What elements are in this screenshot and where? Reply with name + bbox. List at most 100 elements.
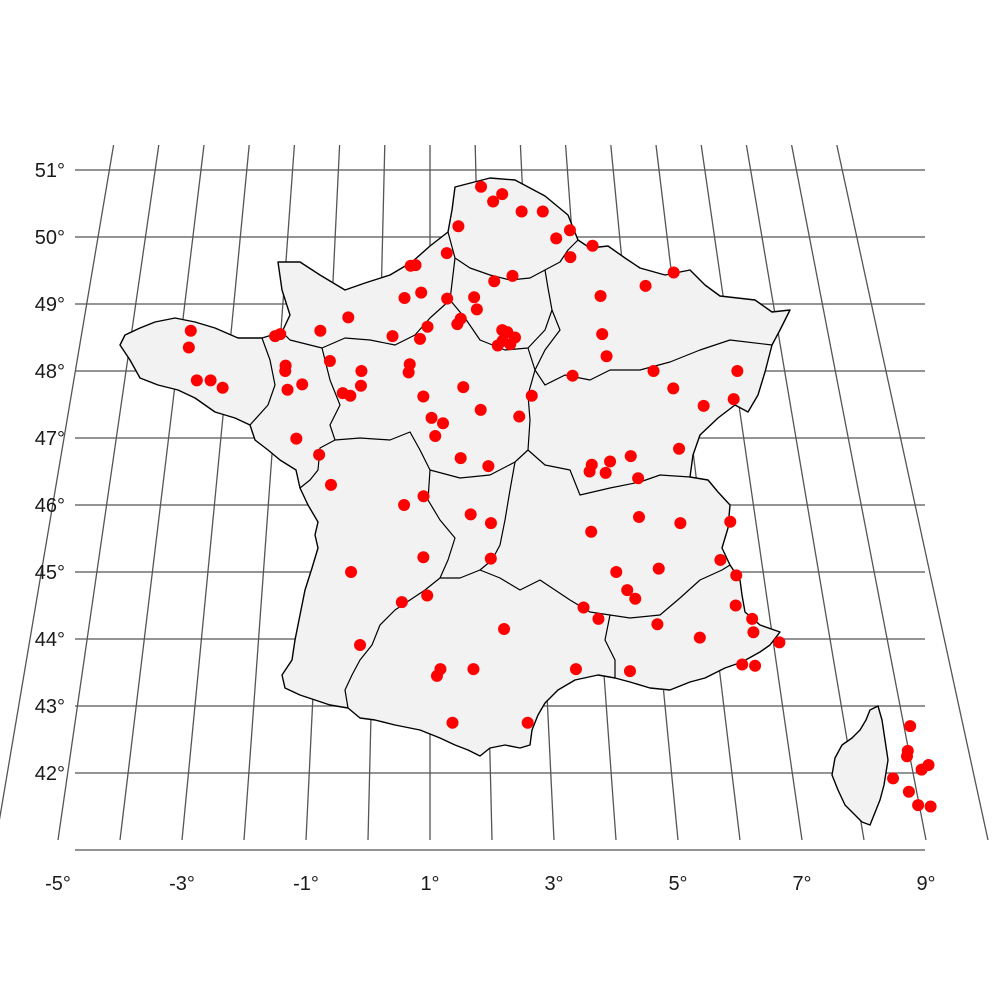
location-point xyxy=(313,448,326,461)
location-point xyxy=(651,618,664,631)
location-point xyxy=(564,251,577,264)
corsica-outline xyxy=(831,705,889,826)
location-point xyxy=(464,508,477,521)
location-point xyxy=(693,631,706,644)
meridian-line xyxy=(181,144,250,841)
lon-tick-label: 5° xyxy=(668,873,687,895)
location-point xyxy=(525,389,538,402)
location-point xyxy=(488,275,501,288)
location-point xyxy=(633,511,646,524)
location-point xyxy=(521,716,534,729)
region-border-occitanie xyxy=(440,569,616,678)
location-point xyxy=(484,552,497,565)
location-point xyxy=(610,566,623,578)
location-point xyxy=(421,320,434,333)
location-point xyxy=(536,205,549,218)
location-point xyxy=(474,403,487,416)
location-point xyxy=(475,180,488,193)
location-point xyxy=(749,659,762,672)
location-point xyxy=(727,393,740,406)
location-point xyxy=(184,324,197,337)
location-point xyxy=(924,800,937,813)
location-point xyxy=(569,663,582,676)
location-point xyxy=(513,410,526,423)
location-point xyxy=(647,365,660,377)
lat-tick-label: 46° xyxy=(35,495,65,517)
location-point xyxy=(441,292,454,305)
location-point xyxy=(596,328,609,341)
location-point xyxy=(736,658,749,671)
lat-tick-label: 42° xyxy=(35,763,65,785)
location-point xyxy=(279,365,292,377)
location-point xyxy=(354,379,367,392)
location-point xyxy=(454,452,467,465)
location-point xyxy=(674,517,687,530)
location-point xyxy=(592,612,605,625)
location-point xyxy=(314,324,327,337)
location-point xyxy=(498,622,511,635)
location-point xyxy=(550,232,563,245)
axis-labels: -5° -3° -1° 1° 3° 5° 7° 9° 42° 43° 44° 45° 46° 47° 48°… xyxy=(35,160,936,895)
meridian-line xyxy=(745,144,865,841)
location-point xyxy=(190,374,203,387)
mainland-france-outline xyxy=(119,177,791,757)
location-point xyxy=(773,636,786,649)
location-point xyxy=(484,517,497,530)
location-point xyxy=(290,432,303,445)
meridian-line xyxy=(243,144,296,841)
lon-tick-label: 3° xyxy=(544,873,563,895)
location-point xyxy=(417,390,430,403)
location-point xyxy=(398,499,411,511)
region-border-brittany xyxy=(249,337,276,426)
location-point xyxy=(496,188,509,201)
location-point xyxy=(563,224,576,237)
meridian-line xyxy=(700,144,803,841)
location-point xyxy=(912,799,925,812)
location-point xyxy=(487,195,500,208)
points-layer xyxy=(182,180,937,813)
location-point xyxy=(409,259,422,272)
location-point xyxy=(430,669,443,682)
meridian-line xyxy=(836,144,989,841)
location-point xyxy=(342,311,355,324)
meridian-line xyxy=(0,144,115,821)
location-point xyxy=(281,383,294,396)
location-point xyxy=(902,785,915,798)
location-point xyxy=(415,286,428,299)
location-point xyxy=(437,417,450,430)
location-point xyxy=(344,389,357,402)
lon-tick-label: -5° xyxy=(45,873,71,895)
location-point xyxy=(652,562,665,575)
location-point xyxy=(632,472,645,485)
location-point xyxy=(402,366,415,379)
location-point xyxy=(452,220,465,233)
location-point xyxy=(729,599,742,612)
location-point xyxy=(395,596,408,609)
region-border-nouvelle-aquitaine xyxy=(299,439,456,709)
lon-tick-label: -3° xyxy=(169,873,195,895)
location-point xyxy=(639,279,652,292)
location-point xyxy=(323,354,336,367)
location-point xyxy=(429,429,442,442)
region-border-grand-est xyxy=(534,309,773,386)
location-point xyxy=(355,365,368,377)
location-point xyxy=(398,291,411,304)
location-point xyxy=(673,442,686,455)
location-point xyxy=(566,369,579,382)
location-point xyxy=(922,758,935,771)
location-point xyxy=(904,720,917,733)
location-point xyxy=(467,663,480,676)
lat-tick-label: 44° xyxy=(35,629,65,651)
meridian-line xyxy=(790,144,927,841)
lon-tick-label: 1° xyxy=(420,873,439,895)
location-point xyxy=(457,381,470,394)
location-point xyxy=(204,374,217,387)
location-point xyxy=(714,553,727,566)
lat-tick-label: 50° xyxy=(35,227,65,249)
location-point xyxy=(594,289,607,302)
meridian-line xyxy=(57,144,160,841)
location-point xyxy=(731,365,744,377)
location-point xyxy=(446,716,459,729)
